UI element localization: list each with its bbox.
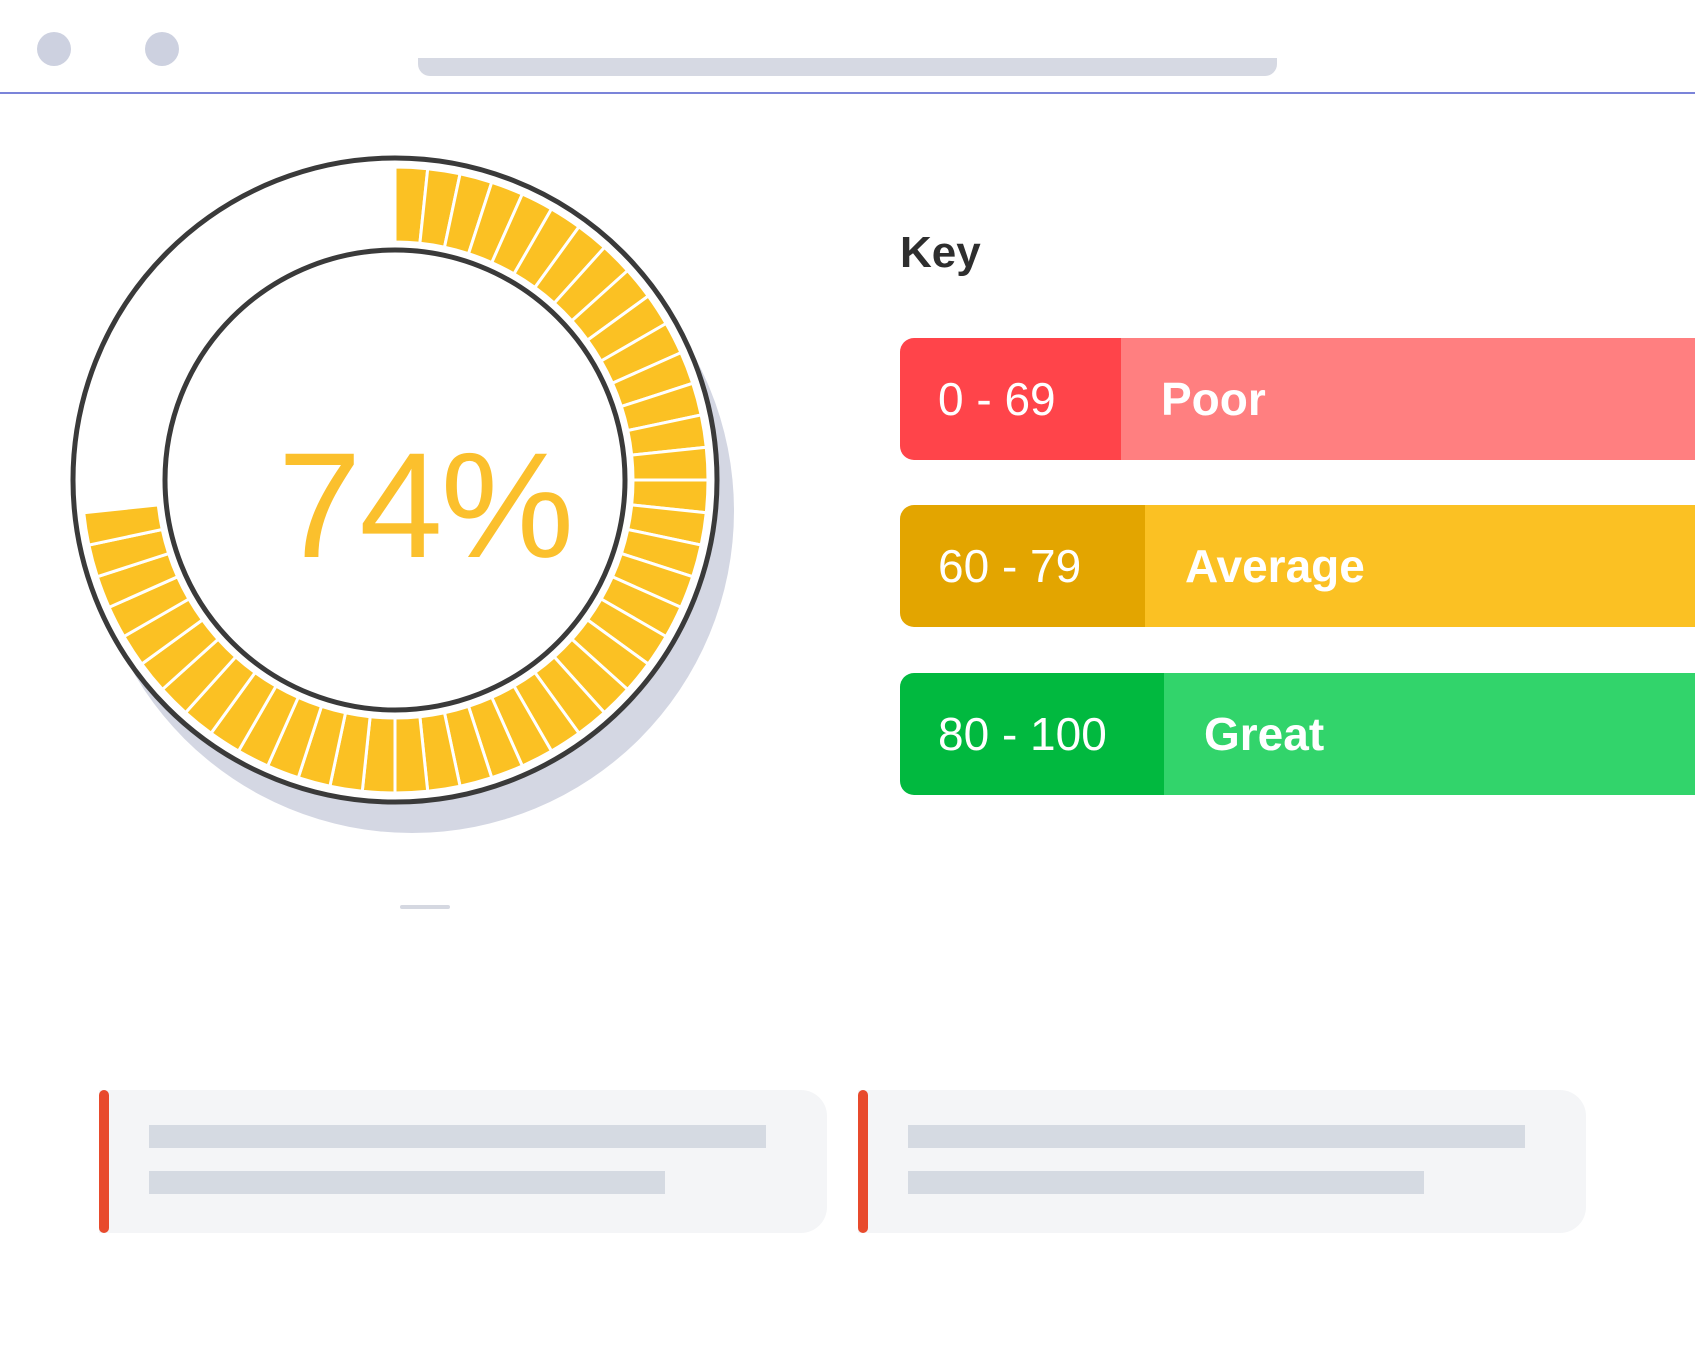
address-bar[interactable] <box>418 58 1277 76</box>
placeholder-line <box>908 1171 1424 1194</box>
card-accent-bar <box>858 1090 868 1233</box>
key-title: Key <box>900 228 981 277</box>
card-accent-bar <box>99 1090 109 1233</box>
score-value: 74% <box>277 421 574 589</box>
legend-range: 80 - 100 <box>900 673 1164 795</box>
window-titlebar <box>0 0 1695 94</box>
gauge-inner-ring <box>162 247 628 713</box>
gauge-segment <box>82 503 164 547</box>
legend-row-great: 80 - 100 Great <box>900 673 1695 795</box>
score-gauge <box>60 155 800 915</box>
legend-range: 60 - 79 <box>900 505 1145 627</box>
legend-row-average: 60 - 79 Average <box>900 505 1695 627</box>
gauge-segments <box>82 165 710 795</box>
placeholder-line <box>908 1125 1525 1148</box>
legend-row-poor: 0 - 69 Poor <box>900 338 1695 460</box>
placeholder-card[interactable] <box>99 1090 827 1233</box>
placeholder-line <box>149 1171 665 1194</box>
legend-label: Poor <box>1121 338 1695 460</box>
legend-range: 0 - 69 <box>900 338 1121 460</box>
placeholder-card[interactable] <box>858 1090 1586 1233</box>
gauge-svg <box>70 155 734 833</box>
placeholder-line <box>149 1125 766 1148</box>
window-control-dot[interactable] <box>37 32 71 66</box>
legend-label: Average <box>1145 505 1695 627</box>
window-control-dot[interactable] <box>145 32 179 66</box>
gauge-handle <box>400 905 450 909</box>
legend-label: Great <box>1164 673 1695 795</box>
